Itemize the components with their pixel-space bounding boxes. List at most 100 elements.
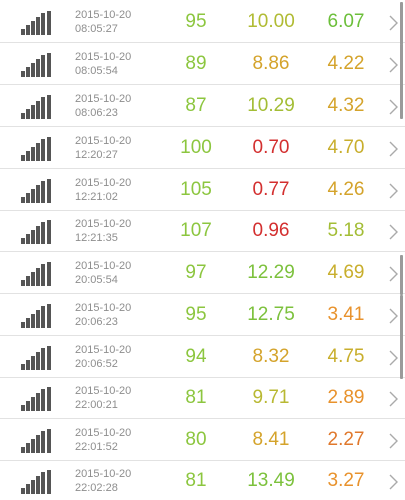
signal-bar (31, 272, 35, 286)
value-1: 80 (185, 429, 207, 450)
timestamp-time: 08:05:27 (75, 23, 118, 35)
signal-bar (41, 139, 45, 161)
timestamp: 2015-10-20 20:06:52 (75, 343, 155, 371)
list-item[interactable]: 2015-10-20 08:05:27 95 10.00 6.07 (0, 2, 405, 43)
signal-bar (31, 314, 35, 328)
signal-bar (41, 264, 45, 286)
list-item[interactable]: 2015-10-20 12:21:02 105 0.77 4.26 (0, 170, 405, 211)
timestamp-time: 20:05:54 (75, 274, 118, 286)
value-3: 4.69 (327, 262, 365, 283)
timestamp-time: 08:05:54 (75, 65, 118, 77)
value-3: 4.75 (327, 346, 365, 367)
signal-bar (31, 189, 35, 203)
chevron-right-icon[interactable] (385, 140, 403, 158)
chevron-right-icon[interactable] (385, 307, 403, 325)
signal-bar (47, 387, 51, 411)
timestamp-time: 20:06:52 (75, 358, 118, 370)
scroll-indicator[interactable] (400, 44, 403, 119)
signal-bar (47, 346, 51, 370)
value-1: 81 (185, 387, 207, 408)
scroll-indicator[interactable] (400, 255, 403, 295)
timestamp: 2015-10-20 12:21:02 (75, 176, 155, 204)
timestamp-date: 2015-10-20 (75, 260, 132, 272)
timestamp-date: 2015-10-20 (75, 302, 132, 314)
signal-bar (21, 405, 25, 411)
timestamp: 2015-10-20 20:05:54 (75, 259, 155, 287)
list-item[interactable]: 2015-10-20 08:05:54 89 8.86 4.22 (0, 44, 405, 85)
chevron-right-icon[interactable] (385, 56, 403, 74)
signal-bar (47, 137, 51, 161)
list-item[interactable]: 2015-10-20 22:02:28 81 13.49 3.27 (0, 461, 405, 500)
list-item[interactable]: 2015-10-20 22:01:52 80 8.41 2.27 (0, 420, 405, 461)
signal-bar (41, 222, 45, 244)
list-item[interactable]: 2015-10-20 12:21:35 107 0.96 5.18 (0, 211, 405, 252)
chevron-right-icon[interactable] (385, 473, 403, 491)
signal-bar (21, 447, 25, 453)
list-item[interactable]: 2015-10-20 20:05:54 97 12.29 4.69 (0, 253, 405, 294)
list-item[interactable]: 2015-10-20 08:06:23 87 10.29 4.32 (0, 86, 405, 127)
value-3: 2.89 (327, 387, 365, 408)
signal-strength-icon (21, 11, 53, 35)
value-2: 12.29 (247, 262, 295, 283)
signal-bar (47, 11, 51, 35)
chevron-right-icon[interactable] (385, 265, 403, 283)
list-item[interactable]: 2015-10-20 20:06:52 94 8.32 4.75 (0, 337, 405, 378)
list-item[interactable]: 2015-10-20 20:06:23 95 12.75 3.41 (0, 295, 405, 336)
timestamp: 2015-10-20 08:05:27 (75, 8, 155, 36)
timestamp-time: 12:20:27 (75, 149, 118, 161)
signal-bar (31, 230, 35, 244)
value-3: 4.22 (327, 53, 365, 74)
chevron-right-icon[interactable] (385, 432, 403, 450)
list-item[interactable]: 2015-10-20 22:00:21 81 9.71 2.89 (0, 378, 405, 419)
signal-strength-icon (21, 137, 53, 161)
signal-strength-icon (21, 262, 53, 286)
chevron-right-icon[interactable] (385, 223, 403, 241)
value-3: 2.27 (327, 429, 365, 450)
signal-bar (41, 306, 45, 328)
chevron-right-icon[interactable] (385, 349, 403, 367)
signal-bar (26, 25, 30, 35)
signal-bar (21, 113, 25, 119)
chevron-right-icon[interactable] (385, 98, 403, 116)
timestamp-time: 12:21:02 (75, 191, 118, 203)
signal-bar (26, 109, 30, 119)
signal-bar (31, 21, 35, 35)
value-2: 10.29 (247, 95, 295, 116)
chevron-right-icon[interactable] (385, 14, 403, 32)
signal-bar (26, 360, 30, 370)
chevron-right-icon[interactable] (385, 182, 403, 200)
value-2: 8.32 (252, 346, 290, 367)
signal-bar (36, 268, 40, 286)
chevron-right-icon[interactable] (385, 390, 403, 408)
timestamp-time: 22:02:28 (75, 482, 118, 494)
signal-bar (21, 29, 25, 35)
signal-bar (36, 226, 40, 244)
scroll-indicator[interactable] (400, 2, 403, 45)
scroll-indicator[interactable] (400, 295, 403, 379)
signal-bar (47, 304, 51, 328)
signal-bar (21, 71, 25, 77)
value-3: 5.18 (327, 220, 365, 241)
signal-bar (47, 220, 51, 244)
signal-bar (26, 234, 30, 244)
signal-bar (47, 429, 51, 453)
value-3: 3.41 (327, 304, 365, 325)
timestamp: 2015-10-20 20:06:23 (75, 301, 155, 329)
value-2: 0.77 (252, 179, 290, 200)
signal-bar (47, 95, 51, 119)
signal-bar (31, 63, 35, 77)
timestamp-time: 22:00:21 (75, 399, 118, 411)
signal-bar (36, 393, 40, 411)
timestamp: 2015-10-20 08:06:23 (75, 92, 155, 120)
list-item[interactable]: 2015-10-20 12:20:27 100 0.70 4.70 (0, 128, 405, 169)
signal-bar (36, 476, 40, 494)
signal-bar (21, 488, 25, 494)
signal-bar (36, 143, 40, 161)
signal-bar (36, 352, 40, 370)
signal-bar (31, 439, 35, 453)
signal-bar (21, 197, 25, 203)
timestamp-date: 2015-10-20 (75, 218, 132, 230)
value-3: 4.70 (327, 137, 365, 158)
timestamp-time: 12:21:35 (75, 232, 118, 244)
